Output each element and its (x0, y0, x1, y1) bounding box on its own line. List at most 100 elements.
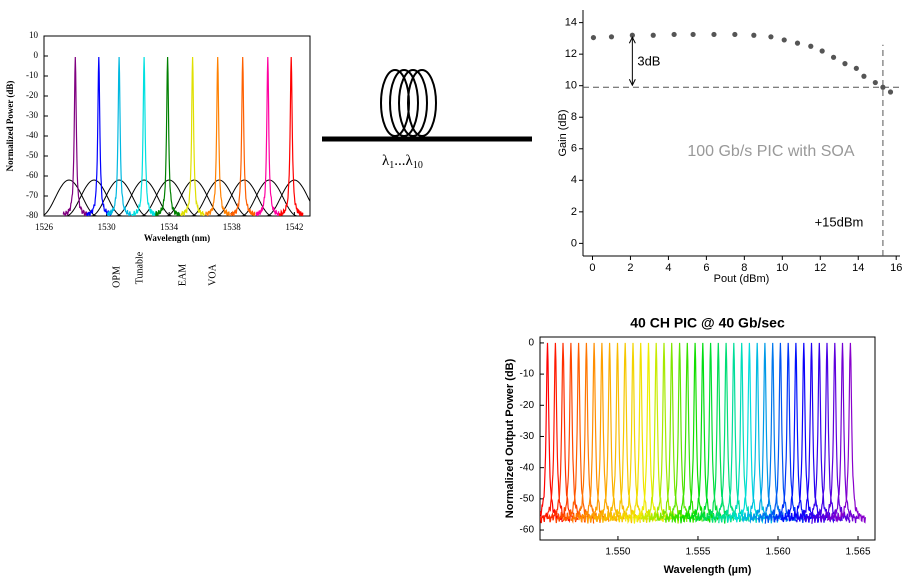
spectral-peak (656, 342, 688, 523)
spectral-peak (679, 342, 711, 524)
spectral-peak (609, 342, 641, 523)
filter-curve (91, 179, 148, 216)
filter-curve (266, 179, 310, 216)
spectral-peak (640, 342, 672, 523)
spectral-peak (826, 342, 859, 524)
x-tick-label: 10 (776, 262, 788, 274)
x-tick-label: 14 (852, 262, 864, 274)
spectral-peak (772, 342, 804, 523)
x-tick-label: 2 (627, 262, 633, 274)
spectral-peak (593, 342, 625, 523)
point (629, 32, 635, 38)
plot-area (44, 56, 310, 216)
spectral-peak (811, 342, 843, 524)
y-tick-label: -60 (520, 525, 535, 536)
spectral-peak (62, 56, 88, 216)
point (819, 48, 825, 54)
y-tick-label: -30 (520, 431, 535, 442)
spectral-peak (733, 342, 765, 524)
annotation: 100 Gb/s PIC with SOA (687, 143, 855, 160)
component-label: VOA (207, 263, 218, 285)
spectral-peak (578, 342, 610, 523)
x-tick-label: 1542 (285, 222, 303, 232)
y-tick-label: -40 (520, 462, 535, 473)
y-tick-label: 10 (565, 80, 577, 92)
point (861, 73, 867, 79)
spectral-peak (278, 56, 304, 216)
fiber-label: λ1...λ10 (382, 153, 423, 171)
spectral-peak (718, 342, 750, 524)
chart: 10 0 -10 -20 -30 -40 -50 -60 -70 -80 1526 1530 1534 1… (5, 30, 311, 288)
spectral-peak (788, 342, 820, 523)
spectral-peak (255, 56, 280, 216)
chart-title: 40 CH PIC @ 40 Gb/sec (630, 315, 785, 331)
coil (389, 69, 419, 137)
point (887, 89, 894, 95)
spectral-peak (131, 56, 157, 216)
plot-frame (539, 336, 876, 541)
component-label: OPM (111, 266, 122, 288)
y-tick-label: 4 (571, 174, 577, 186)
x-tick-label: 1.565 (846, 547, 871, 558)
y-axis-label: Normalized Output Power (dB) (504, 358, 516, 518)
y-axis-label: Normalized Power (dB) (5, 81, 15, 172)
x-axis-label: Wavelength (µm) (664, 564, 752, 576)
spectral-peak (540, 342, 571, 524)
point (842, 61, 848, 67)
y-tick-label: -50 (26, 150, 38, 160)
chart: 0 -10 -20 -30 -40 -50 -60 1.550 1.555 1.560 1.565 W… (504, 315, 876, 576)
x-tick-label: 6 (703, 262, 709, 274)
point (751, 32, 757, 38)
dots: ... (394, 153, 405, 169)
spectral-peak (694, 342, 727, 524)
y-axis-label: Gain (dB) (557, 109, 569, 156)
annotation: 3dB (637, 53, 660, 68)
coil (407, 69, 437, 137)
spectral-peak (795, 342, 828, 523)
x-tick-label: 16 (890, 262, 902, 274)
filter-curve (66, 179, 123, 216)
y-tick-label: 14 (565, 17, 577, 29)
y-tick-label: -30 (26, 110, 38, 120)
y-tick-label: -10 (26, 70, 38, 80)
point (671, 31, 677, 38)
spectral-peak (648, 342, 680, 524)
spectral-peak (625, 342, 657, 525)
spectral-peak (819, 342, 851, 523)
spectral-peak (547, 342, 579, 523)
spectral-peak (803, 342, 835, 524)
x-tick-label: 1530 (98, 222, 117, 232)
component-label: EAM (177, 264, 188, 286)
x-tick-label: 1.560 (765, 547, 790, 558)
x-tick-label: 8 (741, 262, 747, 274)
point (808, 43, 814, 49)
y-tick-label: 0 (34, 50, 39, 60)
spectral-peak (570, 342, 602, 524)
symbol: λ (406, 153, 414, 169)
chart: 0 2 4 6 8 10 12 14 0 2 4 6 8 10 12 14 16 Pout (dBm) Gain (… (557, 10, 902, 285)
symbol: λ (382, 153, 390, 169)
spectral-peak (562, 342, 595, 524)
y-tick-label: -70 (26, 190, 38, 200)
y-tick-label: -40 (26, 130, 38, 140)
component-label: Tunable (134, 251, 145, 284)
plot-area (540, 342, 866, 525)
x-tick-label: 1538 (223, 222, 242, 232)
spectral-peak (155, 56, 181, 216)
point (880, 84, 886, 90)
point (781, 37, 787, 43)
spectral-peak (205, 56, 230, 216)
spectral-peak (86, 56, 112, 216)
x-tick-label: 1534 (160, 222, 179, 232)
spectral-peak (780, 342, 812, 523)
spectral-peak (711, 342, 742, 523)
spectral-peak (749, 342, 781, 524)
point (711, 31, 717, 38)
y-tick-label: 0 (571, 237, 577, 249)
point (650, 32, 656, 38)
x-tick-label: 1526 (35, 222, 54, 232)
x-axis-label: Pout (dBm) (714, 273, 770, 285)
y-tick-label: -60 (26, 170, 38, 180)
spectral-peak (687, 342, 719, 524)
